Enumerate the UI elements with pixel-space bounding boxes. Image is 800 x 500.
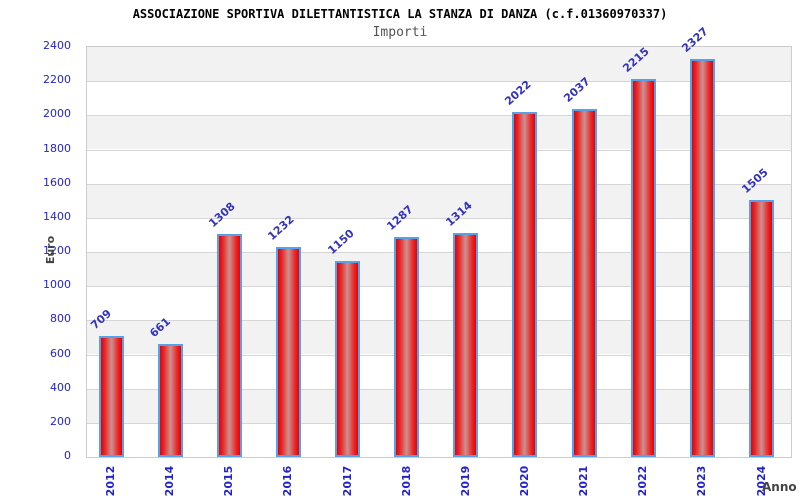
grid-line [87,149,791,151]
plot-band [87,252,791,287]
y-tick-label: 1400 [43,209,71,223]
bar-2015 [216,233,242,457]
bar-2016 [275,246,301,457]
x-tick-label: 2015 [221,465,235,497]
plot-band [87,286,791,321]
grid-line [87,320,791,322]
bar-2024 [749,199,775,457]
grid-line [87,115,791,117]
grid-line [87,422,791,424]
x-tick-label: 2018 [399,465,413,497]
plot-band [87,320,791,355]
bar-2022 [630,78,656,457]
x-tick-label: 2022 [635,465,649,497]
plot-band [87,422,791,457]
chart-subtitle: Importi [372,25,428,40]
y-tick-label: 1200 [43,244,71,257]
y-axis-title: Euro [43,235,57,265]
y-tick-label: 1000 [43,278,71,292]
x-tick-label: 2021 [576,465,590,497]
y-tick-label: 2000 [43,107,71,121]
bar-2014 [157,344,183,457]
chart-title: ASSOCIAZIONE SPORTIVA DILETTANTISTICA LA… [132,7,668,21]
x-tick-label: 2017 [340,465,354,497]
x-tick-label: 2012 [103,465,117,497]
y-tick-label: 2400 [43,39,71,52]
bar-2012 [98,335,124,457]
x-tick-label: 2023 [694,465,708,497]
plot-band [87,354,791,389]
x-tick-label: 2014 [162,465,176,497]
y-tick-label: 2200 [43,73,71,87]
bar-2019 [453,232,479,457]
bar-2018 [394,237,420,457]
plot-band [87,47,791,82]
grid-line [87,81,791,83]
plot-area: 709 661 1308 1232 1150 1287 1314 2022 2037 2215 23… [86,25,792,458]
plot-band [87,149,791,184]
y-tick-label: 1600 [43,175,71,189]
x-axis-title: Anno [762,480,797,494]
grid-line [87,217,791,219]
grid-line [87,388,791,390]
plot-band [87,115,791,150]
bar-2017 [335,260,361,457]
x-tick-label: 2016 [280,465,294,497]
y-tick-label: 1800 [43,141,71,155]
grid-line [87,252,791,253]
y-tick-label: 200 [50,414,71,428]
x-tick-label: 2020 [517,465,531,497]
bar-2020 [512,111,538,457]
plot-band [87,183,791,218]
grid-line [87,354,791,356]
bar-2021 [571,109,597,457]
grid-line [87,286,791,288]
plot-band [87,388,791,423]
plot-band [87,217,791,252]
y-tick-label: 400 [50,380,71,394]
y-tick-label: 0 [64,449,71,462]
y-tick-label: 600 [50,346,71,360]
plot-band [87,81,791,116]
x-tick-label: 2019 [458,465,472,497]
y-tick-label: 800 [50,312,71,326]
bar-2023 [689,59,715,457]
grid-line [87,183,791,185]
